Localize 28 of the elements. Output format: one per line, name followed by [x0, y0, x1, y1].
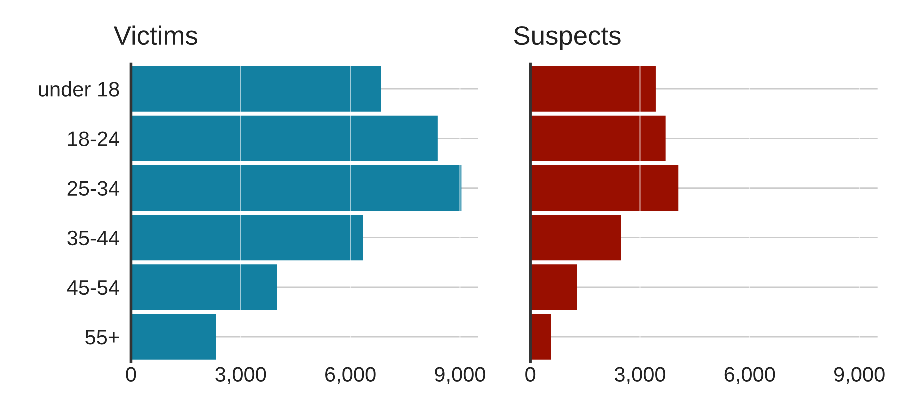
bar [530, 215, 622, 261]
y-tick-label: 55+ [86, 330, 120, 345]
bar [530, 314, 552, 360]
bar [530, 66, 656, 112]
x-tick-label: 9,000 [834, 367, 885, 384]
y-tick-label: 18-24 [68, 132, 120, 146]
y-tick-label: under 18 [39, 82, 120, 97]
x-tick-label: 0 [126, 367, 136, 382]
x-tick-label: 3,000 [216, 367, 266, 384]
bar [530, 116, 666, 162]
bar [131, 66, 382, 112]
chart-title: Victims [114, 26, 198, 46]
y-tick-label: 25-34 [68, 181, 120, 196]
bar [131, 215, 364, 261]
bar [131, 314, 216, 360]
bar [131, 165, 462, 212]
y-tick-label: 35-44 [68, 230, 120, 246]
bar [530, 165, 679, 212]
x-tick-label: 9,000 [435, 367, 486, 384]
y-tick-label: 45-54 [67, 280, 120, 296]
bar [530, 264, 578, 310]
bar [131, 116, 438, 162]
x-tick-label: 6,000 [326, 367, 376, 384]
bar [131, 264, 278, 310]
x-tick-label: 3,000 [614, 367, 666, 384]
chart-title: Suspects [514, 26, 621, 50]
x-tick-label: 6,000 [724, 367, 776, 384]
x-tick-label: 0 [526, 367, 536, 382]
